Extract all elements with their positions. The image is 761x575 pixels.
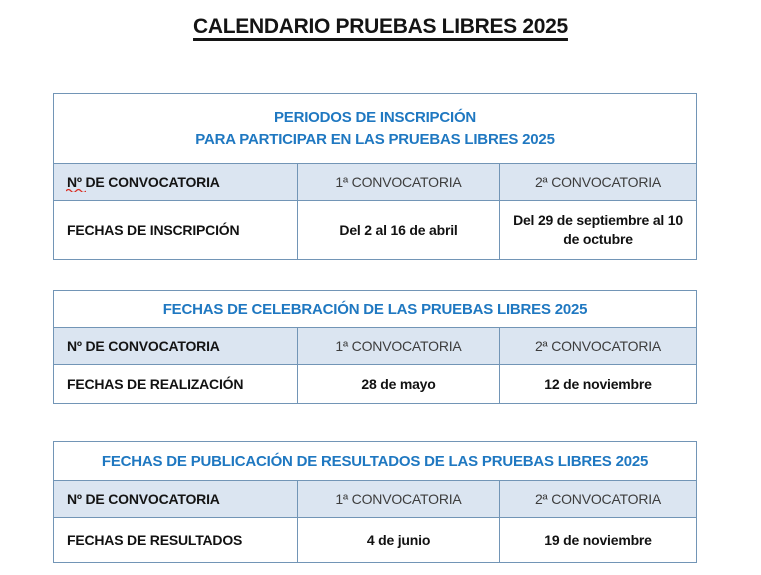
table-title-line: PARA PARTICIPAR EN LAS PRUEBAS LIBRES 20… — [195, 131, 555, 148]
col-header-num-convocatoria: Nº DE CONVOCATORIA — [53, 327, 298, 365]
table-title-row: FECHAS DE CELEBRACIÓN DE LAS PRUEBAS LIB… — [52, 290, 698, 328]
column-header-row: Nº DE CONVOCATORIA 1ª CONVOCATORIA 2ª CO… — [53, 480, 698, 518]
col-header-num-convocatoria: Nº DE CONVOCATORIA — [53, 480, 298, 518]
table-title-cell: FECHAS DE CELEBRACIÓN DE LAS PRUEBAS LIB… — [52, 290, 698, 328]
value-1a-convocatoria: Del 2 al 16 de abril — [297, 200, 500, 260]
column-header-row: Nº DE CONVOCATORIA 1ª CONVOCATORIA 2ª CO… — [53, 327, 698, 365]
table-title-row: PERIODOS DE INSCRIPCIÓN PARA PARTICIPAR … — [52, 93, 698, 164]
value-1a-convocatoria: 28 de mayo — [297, 364, 500, 404]
table-title-cell: PERIODOS DE INSCRIPCIÓN PARA PARTICIPAR … — [52, 93, 698, 164]
table-data-row: FECHAS DE REALIZACIÓN 28 de mayo 12 de n… — [53, 364, 698, 404]
value-2a-convocatoria: Del 29 de septiembre al 10 de octubre — [498, 200, 698, 260]
value-2a-convocatoria: 19 de noviembre — [498, 517, 698, 563]
table-title-row: FECHAS DE PUBLICACIÓN DE RESULTADOS DE L… — [52, 441, 698, 481]
table-title-line: PERIODOS DE INSCRIPCIÓN — [273, 109, 477, 126]
page-title: CALENDARIO PRUEBAS LIBRES 2025 — [193, 15, 568, 38]
column-header-row: Nº DE CONVOCATORIA 1ª CONVOCATORIA 2ª CO… — [53, 163, 698, 201]
table-periodos-inscripcion: PERIODOS DE INSCRIPCIÓN PARA PARTICIPAR … — [52, 93, 698, 260]
col-header-2a-convocatoria: 2ª CONVOCATORIA — [498, 327, 698, 365]
table-data-row: FECHAS DE INSCRIPCIÓN Del 2 al 16 de abr… — [53, 200, 698, 260]
col-header-1a-convocatoria: 1ª CONVOCATORIA — [297, 163, 500, 201]
table-data-row: FECHAS DE RESULTADOS 4 de junio 19 de no… — [53, 517, 698, 563]
col-header-2a-convocatoria: 2ª CONVOCATORIA — [498, 163, 698, 201]
col-header-1a-convocatoria: 1ª CONVOCATORIA — [297, 480, 500, 518]
value-2a-convocatoria: 12 de noviembre — [498, 364, 698, 404]
col-header-1a-convocatoria: 1ª CONVOCATORIA — [297, 327, 500, 365]
col-header-label: Nº DE CONVOCATORIA — [67, 174, 220, 190]
row-label: FECHAS DE RESULTADOS — [53, 517, 298, 563]
table-title-line: FECHAS DE CELEBRACIÓN DE LAS PRUEBAS LIB… — [162, 300, 588, 318]
row-label: FECHAS DE INSCRIPCIÓN — [53, 200, 298, 260]
table-fechas-celebracion: FECHAS DE CELEBRACIÓN DE LAS PRUEBAS LIB… — [52, 290, 698, 404]
spellcheck-squiggle — [66, 188, 86, 192]
row-label: FECHAS DE REALIZACIÓN — [53, 364, 298, 404]
col-header-2a-convocatoria: 2ª CONVOCATORIA — [498, 480, 698, 518]
table-title-line: FECHAS DE PUBLICACIÓN DE RESULTADOS DE L… — [101, 452, 649, 470]
table-fechas-resultados: FECHAS DE PUBLICACIÓN DE RESULTADOS DE L… — [52, 441, 698, 563]
value-1a-convocatoria: 4 de junio — [297, 517, 500, 563]
col-header-num-convocatoria: Nº DE CONVOCATORIA — [53, 163, 298, 201]
table-title-cell: FECHAS DE PUBLICACIÓN DE RESULTADOS DE L… — [52, 441, 698, 481]
